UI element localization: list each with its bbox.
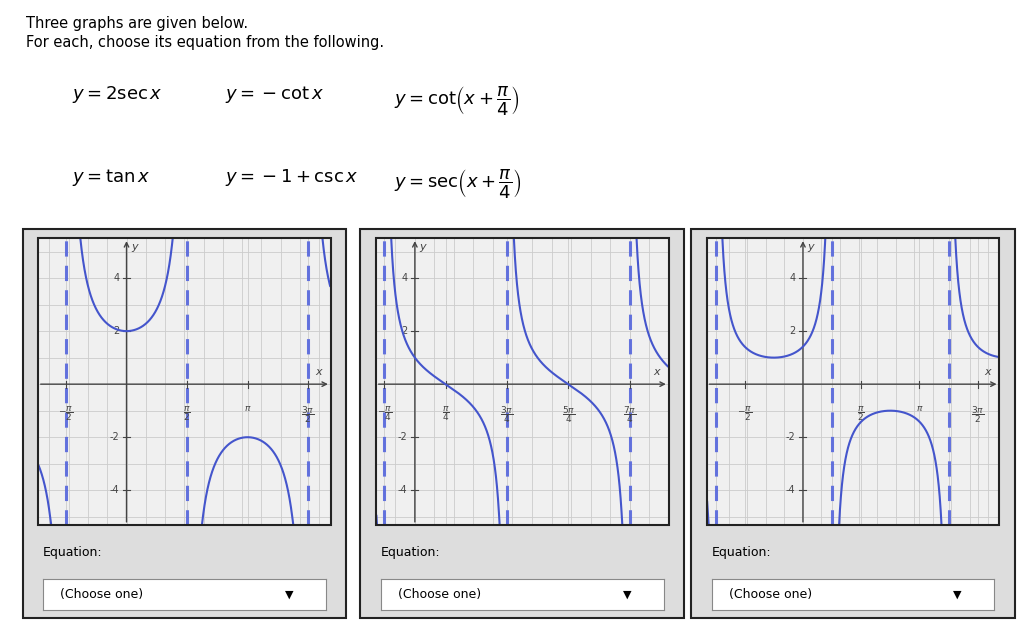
Text: -2: -2 [785,432,796,442]
Text: ▼: ▼ [953,590,962,600]
Text: $\pi$: $\pi$ [244,404,251,413]
Text: x: x [984,368,990,377]
Text: $-\dfrac{\pi}{2}$: $-\dfrac{\pi}{2}$ [737,404,753,423]
Text: (Choose one): (Choose one) [729,588,812,601]
Text: $-\dfrac{\pi}{2}$: $-\dfrac{\pi}{2}$ [58,404,74,423]
Text: $-\dfrac{\pi}{4}$: $-\dfrac{\pi}{4}$ [377,404,392,423]
Text: 2: 2 [401,326,408,336]
Text: $\dfrac{\pi}{2}$: $\dfrac{\pi}{2}$ [183,404,190,423]
Text: x: x [653,368,659,377]
Text: (Choose one): (Choose one) [398,588,481,601]
Text: -2: -2 [110,432,119,442]
Text: $\dfrac{\pi}{4}$: $\dfrac{\pi}{4}$ [441,404,450,423]
Text: y: y [419,242,426,252]
Text: y: y [807,242,814,252]
Text: $\dfrac{7\pi}{4}$: $\dfrac{7\pi}{4}$ [623,404,636,425]
Text: $\dfrac{3\pi}{2}$: $\dfrac{3\pi}{2}$ [971,404,984,425]
Text: 4: 4 [113,273,119,283]
Text: $y = -\cot x$: $y = -\cot x$ [225,84,325,105]
Text: ▼: ▼ [623,590,631,600]
Text: $y = \tan x$: $y = \tan x$ [72,167,151,189]
Text: For each, choose its equation from the following.: For each, choose its equation from the f… [26,35,384,50]
Text: $\dfrac{\pi}{2}$: $\dfrac{\pi}{2}$ [857,404,865,423]
Text: Equation:: Equation: [43,545,102,558]
Text: $\dfrac{3\pi}{4}$: $\dfrac{3\pi}{4}$ [501,404,513,425]
Text: ▼: ▼ [285,590,293,600]
Text: $\dfrac{3\pi}{2}$: $\dfrac{3\pi}{2}$ [301,404,314,425]
Text: y: y [131,242,137,252]
Text: 2: 2 [790,326,796,336]
Text: -4: -4 [398,485,408,495]
Text: 2: 2 [113,326,119,336]
Text: $y = 2\sec x$: $y = 2\sec x$ [72,84,163,105]
Text: $\pi$: $\pi$ [915,404,924,413]
Text: -2: -2 [397,432,408,442]
Text: -4: -4 [786,485,796,495]
Text: 4: 4 [790,273,796,283]
Text: 4: 4 [401,273,408,283]
Text: (Choose one): (Choose one) [60,588,143,601]
Text: Equation:: Equation: [712,545,771,558]
Text: -4: -4 [110,485,119,495]
Text: x: x [315,368,322,377]
Text: $y = \cot\!\left(x+\dfrac{\pi}{4}\right)$: $y = \cot\!\left(x+\dfrac{\pi}{4}\right)… [394,84,519,117]
Text: $\dfrac{5\pi}{4}$: $\dfrac{5\pi}{4}$ [561,404,574,425]
Text: Equation:: Equation: [381,545,440,558]
Text: $y = -1+\csc x$: $y = -1+\csc x$ [225,167,359,189]
Text: Three graphs are given below.: Three graphs are given below. [26,16,248,31]
Text: $y = \sec\!\left(x+\dfrac{\pi}{4}\right)$: $y = \sec\!\left(x+\dfrac{\pi}{4}\right)… [394,167,522,200]
